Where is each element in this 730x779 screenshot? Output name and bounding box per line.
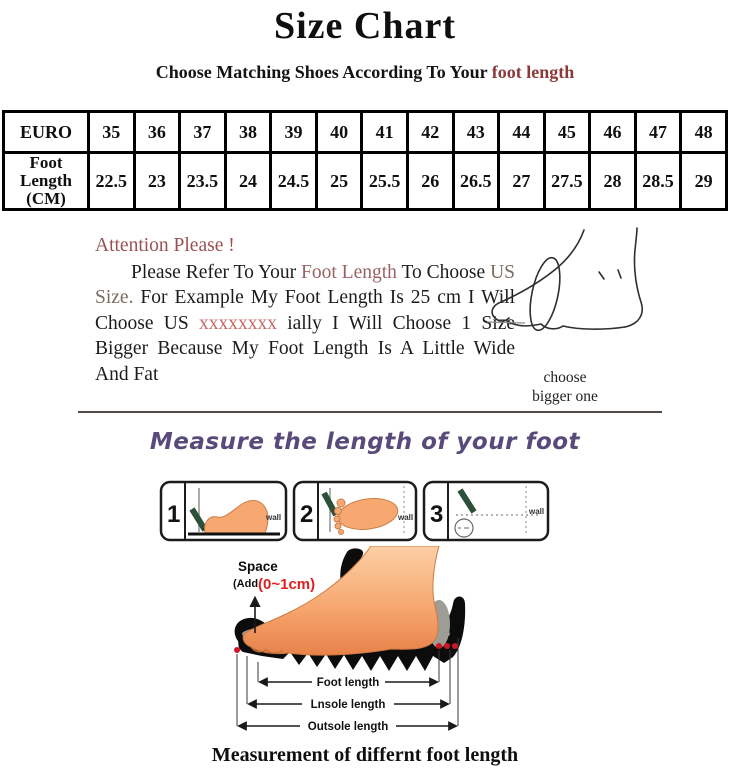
ankle-mark bbox=[617, 269, 622, 279]
space-label: Space bbox=[238, 559, 278, 574]
heel-marker-dot bbox=[436, 643, 442, 649]
toe-marker-dot bbox=[234, 647, 240, 653]
wall-label: wall bbox=[265, 513, 281, 522]
foot-sketch-illustration bbox=[487, 227, 643, 332]
foot-sketch-toe-circle bbox=[491, 301, 510, 322]
size-chart-table: EURO 35 36 37 38 39 40 41 42 43 44 45 46… bbox=[2, 110, 728, 211]
foot-length-label: Foot length bbox=[317, 677, 380, 689]
foot-length-cell: 26 bbox=[405, 151, 455, 211]
foot-length-cell: 22.5 bbox=[87, 151, 136, 211]
euro-size-cell: 47 bbox=[633, 110, 683, 154]
ankle-mark bbox=[598, 271, 605, 280]
measure-step-2: 2 wall bbox=[292, 480, 418, 542]
measure-section-heading: Measure the length of your foot bbox=[149, 429, 581, 455]
foot-length-cell: 23.5 bbox=[178, 151, 227, 211]
foot-side-icon bbox=[204, 500, 269, 534]
attention-text: For Example My Foot Length Is 25 cm I Wi… bbox=[95, 287, 516, 334]
attention-text: ially I Will Choose 1 Size Bigger Becaus… bbox=[95, 312, 516, 385]
table-row-foot-length: Foot Length (CM) 22.5 23 23.5 24 24.5 25… bbox=[2, 151, 728, 211]
section-divider bbox=[78, 411, 662, 413]
foot-girth-loop bbox=[529, 256, 561, 332]
attention-us-size-highlight: US Size. bbox=[95, 261, 515, 309]
subtitle: Choose Matching Shoes According To Your … bbox=[0, 62, 730, 83]
foot-length-cell: 28 bbox=[588, 151, 637, 211]
euro-size-cell: 36 bbox=[132, 110, 182, 154]
euro-size-cell: 42 bbox=[405, 110, 455, 154]
pen-icon bbox=[189, 507, 208, 532]
toes-detail bbox=[250, 646, 283, 654]
foot-length-cell: 26.5 bbox=[451, 151, 501, 211]
euro-size-cell: 38 bbox=[223, 110, 273, 154]
euro-size-cell: 35 bbox=[87, 110, 136, 154]
foot-length-cell: 25 bbox=[314, 151, 364, 211]
subtitle-highlight: foot length bbox=[491, 62, 575, 82]
heel-marker-dot bbox=[444, 643, 450, 649]
space-range-label: (0~1cm) bbox=[258, 576, 315, 593]
euro-size-cell: 43 bbox=[451, 110, 501, 154]
foot-length-cell: 24.5 bbox=[269, 151, 318, 211]
foot-length-row-label: Foot Length (CM) bbox=[2, 151, 90, 211]
sketch-caption: choose bigger one bbox=[505, 368, 625, 406]
euro-size-cell: 48 bbox=[679, 110, 728, 154]
attention-paragraph: Please Refer To Your Foot Length To Choo… bbox=[95, 260, 515, 388]
sketch-caption-line1: choose bbox=[543, 369, 587, 386]
foot-length-cell: 23 bbox=[132, 151, 182, 211]
space-add-label: (Add bbox=[233, 578, 258, 590]
euro-size-cell: 37 bbox=[178, 110, 227, 154]
leader-line bbox=[487, 321, 526, 324]
wall-label: wall bbox=[397, 513, 413, 522]
attention-redacted-text: xxxxxxxx bbox=[198, 312, 277, 334]
foot-length-diagram: Foot length Lnsole length Outsole length… bbox=[233, 546, 466, 733]
euro-size-cell: 39 bbox=[269, 110, 318, 154]
euro-row-label: EURO bbox=[2, 110, 90, 154]
foot-length-cell: 24 bbox=[223, 151, 273, 211]
heel-marker-dot bbox=[452, 643, 458, 649]
euro-size-cell: 46 bbox=[588, 110, 637, 154]
euro-size-cell: 40 bbox=[314, 110, 364, 154]
sketch-caption-line2: bigger one bbox=[532, 388, 598, 405]
foot-sketch-heel-line bbox=[624, 227, 643, 328]
foot-length-cell: 27.5 bbox=[542, 151, 592, 211]
measure-step-1: 1 wall bbox=[159, 480, 288, 542]
foot-shape bbox=[242, 546, 440, 656]
foot-sketch-top-line bbox=[500, 229, 585, 303]
euro-size-cell: 44 bbox=[497, 110, 546, 154]
outsole-length-label: Outsole length bbox=[308, 721, 389, 733]
foot-length-cell: 25.5 bbox=[360, 151, 409, 211]
pen-icon bbox=[457, 488, 477, 514]
euro-size-cell: 45 bbox=[542, 110, 592, 154]
page-title: Size Chart bbox=[273, 5, 457, 47]
step-1-number: 1 bbox=[167, 501, 180, 528]
attention-note: Attention Please ! Please Refer To Your … bbox=[95, 233, 515, 387]
attention-text: To Choose bbox=[401, 261, 486, 283]
foot-length-cell: 27 bbox=[497, 151, 546, 211]
toe-icon bbox=[334, 507, 342, 515]
step-3-number: 3 bbox=[430, 501, 443, 528]
toe-icon bbox=[334, 522, 342, 530]
attention-heading: Attention Please ! bbox=[95, 235, 235, 256]
pen-icon bbox=[321, 491, 339, 517]
bottom-caption: Measurement of differnt foot length bbox=[211, 744, 519, 766]
measure-step-3: 3 wall bbox=[422, 480, 550, 542]
step-2-number: 2 bbox=[300, 501, 313, 528]
wall-label: wall bbox=[528, 507, 544, 516]
table-row-euro: EURO 35 36 37 38 39 40 41 42 43 44 45 46… bbox=[2, 110, 728, 154]
dimension-guides bbox=[236, 638, 459, 726]
subtitle-text: Choose Matching Shoes According To Your bbox=[155, 62, 488, 82]
foot-sketch-bottom-line bbox=[506, 320, 626, 330]
toe-icon bbox=[338, 529, 344, 535]
insole-length-label: Lnsole length bbox=[311, 699, 386, 711]
toe-icon bbox=[333, 515, 341, 523]
measure-steps-illustration: 1 wall 2 wall 3 bbox=[159, 480, 550, 542]
attention-foot-length-highlight: Foot Length bbox=[301, 261, 397, 283]
foot-length-cell: 29 bbox=[679, 151, 728, 211]
euro-size-cell: 41 bbox=[360, 110, 409, 154]
dimension-lines bbox=[237, 677, 458, 731]
foot-length-cell: 28.5 bbox=[633, 151, 683, 211]
attention-text: Please Refer To Your bbox=[131, 261, 297, 283]
toe-icon bbox=[336, 498, 346, 508]
measure-circle-icon bbox=[454, 518, 474, 538]
